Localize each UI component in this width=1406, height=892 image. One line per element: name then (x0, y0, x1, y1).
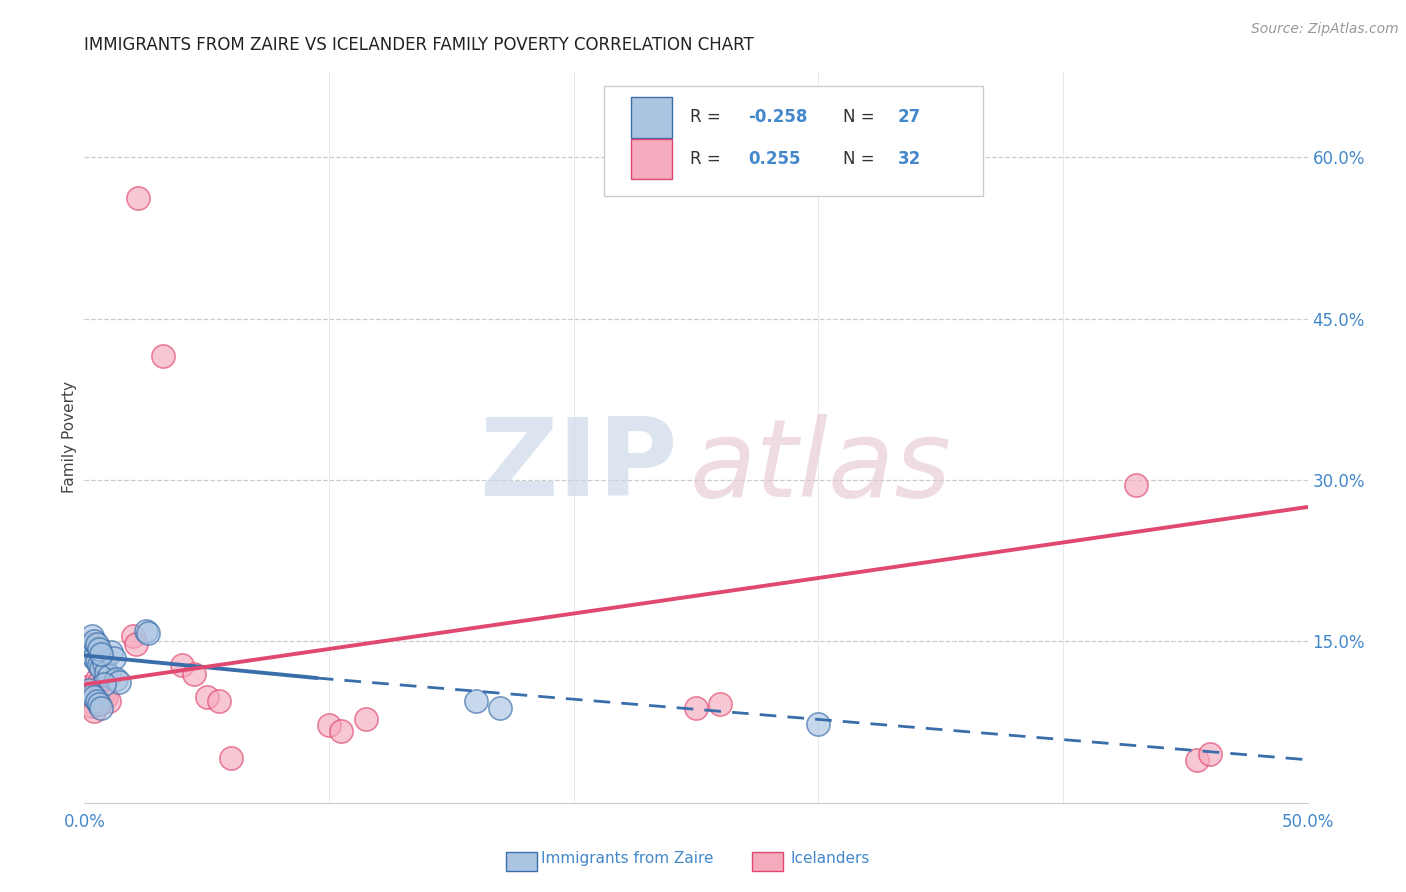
FancyBboxPatch shape (631, 97, 672, 137)
Point (77, 693, 100, 707)
Point (87, 642, 110, 657)
Point (183, 666, 205, 681)
FancyBboxPatch shape (631, 139, 672, 179)
Point (103, 650, 125, 665)
Text: ZIP: ZIP (479, 413, 678, 519)
Point (80, 648, 103, 662)
Point (83, 650, 105, 665)
Text: Immigrants from Zaire: Immigrants from Zaire (541, 852, 714, 866)
Text: 0.255: 0.255 (748, 150, 801, 168)
Point (83, 705, 105, 719)
Text: IMMIGRANTS FROM ZAIRE VS ICELANDER FAMILY POVERTY CORRELATION CHART: IMMIGRANTS FROM ZAIRE VS ICELANDER FAMIL… (84, 36, 754, 54)
Point (489, 701, 512, 715)
Point (76, 680, 98, 694)
Point (90, 680, 112, 694)
Point (80, 637, 103, 651)
Point (93, 677, 115, 691)
Point (464, 693, 486, 707)
Point (1125, 478, 1147, 492)
Point (86, 672, 108, 686)
Point (83, 642, 105, 657)
Point (318, 718, 340, 732)
Point (77, 645, 100, 659)
Point (86, 654, 108, 668)
Text: N =: N = (842, 109, 880, 127)
Point (96, 665, 118, 679)
Point (105, 672, 128, 686)
Point (83, 634, 105, 648)
Point (97, 693, 120, 707)
Text: Icelanders: Icelanders (790, 852, 869, 866)
Point (685, 701, 707, 715)
Point (709, 697, 731, 711)
Point (87, 658, 110, 673)
Point (96, 690, 118, 705)
Text: R =: R = (690, 150, 731, 168)
Point (1198, 747, 1220, 762)
Point (1187, 753, 1209, 767)
Text: N =: N = (842, 150, 880, 168)
Point (125, 637, 148, 651)
Point (86, 648, 108, 662)
Point (77, 682, 100, 697)
Point (172, 658, 194, 673)
Point (107, 675, 129, 690)
Point (87, 675, 110, 690)
Y-axis label: Family Poverty: Family Poverty (62, 381, 77, 493)
Text: Source: ZipAtlas.com: Source: ZipAtlas.com (1251, 22, 1399, 37)
Point (87, 654, 110, 668)
Text: R =: R = (690, 109, 725, 127)
Point (90, 661, 112, 675)
Point (152, 350, 174, 364)
Point (354, 712, 377, 726)
Point (136, 625, 159, 640)
Text: atlas: atlas (690, 414, 952, 519)
Point (219, 750, 242, 764)
Point (86, 693, 108, 707)
Point (87, 697, 110, 711)
Point (90, 701, 112, 715)
Point (80, 629, 103, 643)
Point (83, 690, 105, 705)
Point (807, 717, 830, 731)
Point (90, 648, 112, 662)
Point (208, 693, 231, 707)
Point (90, 658, 112, 673)
Point (330, 723, 353, 738)
Point (93, 686, 115, 700)
Point (127, 191, 149, 205)
Point (86, 637, 108, 651)
Point (100, 645, 122, 659)
Text: -0.258: -0.258 (748, 109, 808, 127)
Point (97, 669, 120, 683)
FancyBboxPatch shape (605, 86, 983, 195)
Point (135, 624, 157, 638)
Text: 32: 32 (898, 150, 921, 168)
Text: 27: 27 (898, 109, 921, 127)
Point (76, 640, 98, 654)
Point (80, 698, 103, 713)
Point (93, 656, 115, 670)
Point (195, 690, 218, 705)
Point (122, 629, 145, 643)
Point (80, 688, 103, 702)
